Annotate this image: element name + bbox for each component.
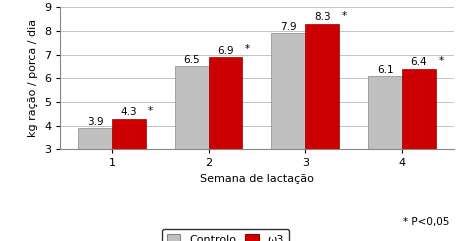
Bar: [209, 57, 243, 221]
Text: 8.3: 8.3: [314, 12, 331, 22]
Text: 6.9: 6.9: [217, 46, 234, 56]
Bar: [112, 119, 146, 221]
Text: 6.1: 6.1: [377, 65, 394, 74]
Text: 6.4: 6.4: [411, 57, 427, 67]
Text: *: *: [438, 56, 444, 66]
Legend: Controlo, ω3: Controlo, ω3: [162, 229, 289, 241]
Text: *: *: [245, 44, 250, 54]
Text: 4.3: 4.3: [120, 107, 137, 117]
Bar: [402, 69, 436, 221]
Bar: [78, 128, 112, 221]
Text: *: *: [342, 11, 347, 21]
Bar: [271, 33, 305, 221]
Text: * P<0,05: * P<0,05: [403, 217, 449, 227]
Text: *: *: [148, 106, 153, 116]
Bar: [368, 76, 402, 221]
Text: 7.9: 7.9: [280, 22, 297, 32]
Y-axis label: kg ração / porca / dia: kg ração / porca / dia: [29, 19, 38, 137]
Text: 3.9: 3.9: [87, 117, 103, 127]
Bar: [175, 67, 209, 221]
Bar: [305, 24, 339, 221]
X-axis label: Semana de lactação: Semana de lactação: [200, 174, 314, 184]
Text: 6.5: 6.5: [183, 55, 200, 65]
